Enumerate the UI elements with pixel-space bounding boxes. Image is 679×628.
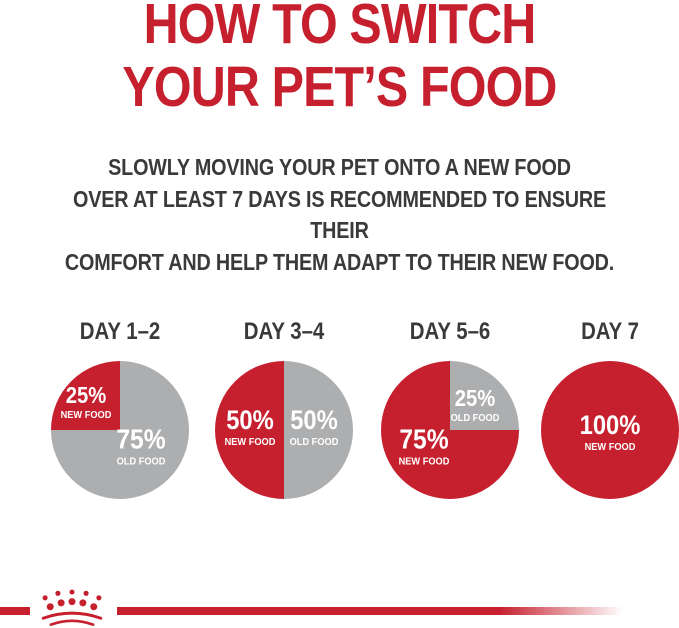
pie-chart-day-7: 100% NEW FOOD: [541, 361, 679, 499]
day-5-6-header: DAY 5–6: [409, 318, 491, 345]
pie-chart-day-5-6: 75% NEW FOOD 25% OLD FOOD: [381, 361, 519, 499]
old-food-slice-label: 75% OLD FOOD: [116, 423, 166, 469]
day-1-2-header: DAY 1–2: [79, 318, 161, 345]
pie-chart-day-3-4: 50% NEW FOOD 50% OLD FOOD: [215, 361, 353, 499]
old-food-percent: 25%: [454, 385, 496, 412]
old-food-caption: OLD FOOD: [289, 436, 339, 449]
old-food-caption: OLD FOOD: [116, 455, 166, 468]
day-3-4-header: DAY 3–4: [243, 318, 325, 345]
old-food-percent: 75%: [116, 423, 166, 455]
old-food-percent: 50%: [290, 405, 338, 436]
day-7-header: DAY 7: [581, 318, 639, 345]
divider-line-right: [117, 607, 679, 615]
day-3-4-group: DAY 3–4 50% NEW FOOD 50% OLD FOOD: [199, 318, 369, 499]
new-food-caption: NEW FOOD: [584, 441, 636, 454]
new-food-percent: 75%: [399, 423, 449, 455]
day-1-2-group: DAY 1–2 25% NEW FOOD 75% OLD FOOD: [35, 318, 205, 499]
page-title: HOW TO SWITCH YOUR PET’S FOOD: [0, 0, 679, 119]
title-line-2: YOUR PET’S FOOD: [122, 55, 557, 119]
new-food-caption: NEW FOOD: [398, 455, 450, 468]
new-food-slice-label: 50% NEW FOOD: [225, 407, 276, 449]
subtitle-line-3: COMFORT AND HELP THEM ADAPT TO THEIR NEW…: [64, 248, 615, 275]
subtitle-line-1: SLOWLY MOVING YOUR PET ONTO A NEW FOOD: [108, 154, 571, 180]
subtitle: SLOWLY MOVING YOUR PET ONTO A NEW FOOD O…: [0, 152, 679, 278]
new-food-caption: NEW FOOD: [60, 409, 112, 422]
subtitle-line-2: OVER AT LEAST 7 DAYS IS RECOMMENDED TO E…: [72, 185, 606, 244]
new-food-percent: 100%: [579, 410, 641, 441]
old-food-slice-label: 50% OLD FOOD: [290, 407, 339, 449]
new-food-slice-label: 75% NEW FOOD: [398, 423, 450, 469]
new-food-slice-label: 25% NEW FOOD: [61, 384, 112, 422]
day-5-6-group: DAY 5–6 75% NEW FOOD 25% OLD FOOD: [365, 318, 535, 499]
pie-chart-day-1-2: 25% NEW FOOD 75% OLD FOOD: [51, 361, 189, 499]
divider-line-left: [0, 607, 30, 615]
new-food-slice-label: 100% NEW FOOD: [580, 412, 641, 454]
day-7-group: DAY 7 100% NEW FOOD: [525, 318, 679, 499]
new-food-percent: 25%: [65, 382, 107, 409]
title-line-1: HOW TO SWITCH: [143, 0, 537, 56]
old-food-slice-label: 25% OLD FOOD: [451, 387, 500, 425]
old-food-caption: OLD FOOD: [450, 412, 500, 425]
new-food-caption: NEW FOOD: [224, 436, 276, 449]
new-food-percent: 50%: [226, 405, 274, 436]
royal-canin-crown-logo-icon: [41, 589, 103, 626]
